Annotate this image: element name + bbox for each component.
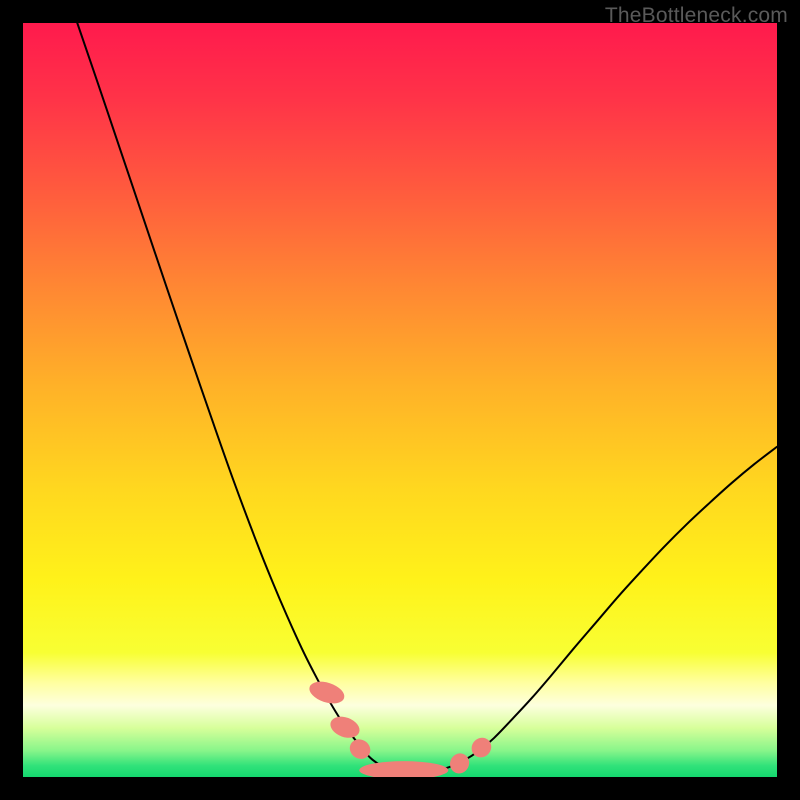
bottleneck-chart <box>23 23 777 777</box>
watermark-label: TheBottleneck.com <box>605 4 788 28</box>
gradient-background <box>23 23 777 777</box>
plot-area <box>23 23 777 777</box>
